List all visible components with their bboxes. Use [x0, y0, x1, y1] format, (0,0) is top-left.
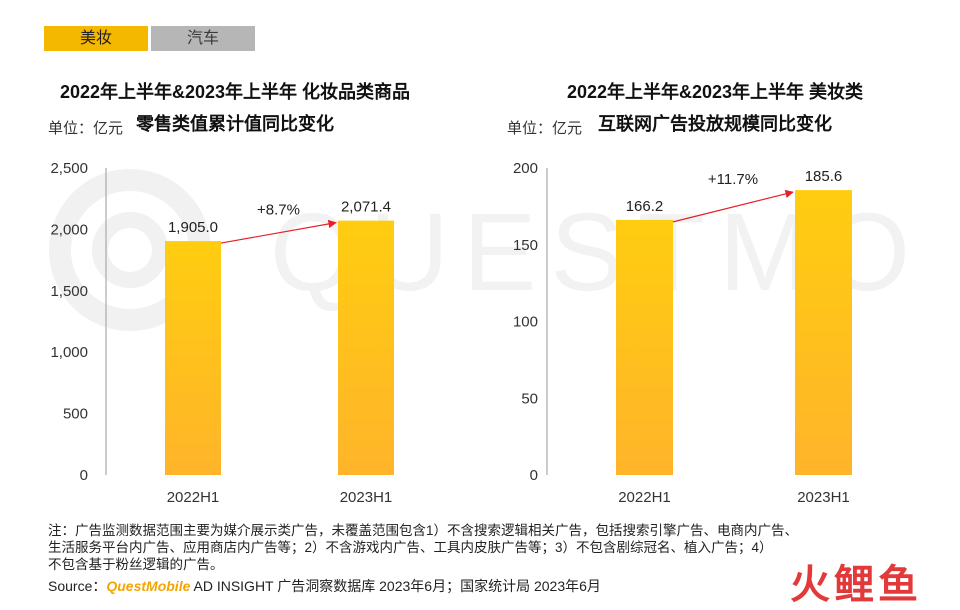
chart-title-line1: 2022年上半年&2023年上半年 化妆品类商品: [59, 82, 411, 102]
bar-2023H1: [795, 190, 852, 475]
questmobile-brand: QuestMobile: [106, 578, 191, 594]
source-prefix: Source：: [48, 578, 107, 594]
tab-auto[interactable]: 汽车: [151, 26, 255, 51]
x-tick-label: 2023H1: [797, 489, 850, 506]
y-tick-label: 50: [521, 390, 538, 407]
footnote: 注：广告监测数据范围主要为媒介展示类广告，未覆盖范围包含1）不含搜索逻辑相关广告…: [48, 522, 948, 573]
y-tick-label: 0: [80, 467, 88, 484]
data-label: 1,905.0: [168, 219, 218, 236]
svg-text:火鲤鱼: 火鲤鱼: [790, 562, 922, 606]
bar-2022H1: [616, 219, 673, 475]
bar-2023H1: [338, 220, 394, 475]
bar-2022H1: [165, 241, 221, 475]
growth-label: +8.7%: [257, 202, 300, 219]
x-tick-label: 2023H1: [340, 489, 393, 506]
y-tick-label: 100: [513, 314, 538, 331]
footnote-line: 注：广告监测数据范围主要为媒介展示类广告，未覆盖范围包含1）不含搜索逻辑相关广告…: [48, 523, 799, 538]
bar-chart-ads: 0 50 100 150 200 166.2 2022H1 185.6 2023H1 +11.7%: [513, 160, 852, 506]
tab-beauty[interactable]: 美妆: [44, 26, 148, 51]
chart-title-line1: 2022年上半年&2023年上半年 美妆类: [566, 82, 864, 102]
y-tick-label: 2,500: [50, 160, 88, 177]
bar-chart-retail: 0 500 1,000 1,500 2,000 2,500 1,905.0 2022H1 2,0…: [50, 160, 394, 506]
x-tick-label: 2022H1: [618, 489, 671, 506]
y-tick-label: 200: [513, 160, 538, 177]
y-tick-label: 500: [63, 406, 88, 423]
y-tick-label: 0: [530, 467, 538, 484]
growth-arrow: [672, 189, 794, 223]
y-tick-label: 2,000: [50, 221, 88, 238]
data-label: 185.6: [805, 168, 843, 185]
growth-arrow: [220, 219, 337, 244]
y-tick-label: 1,500: [50, 283, 88, 300]
source-line: Source：QuestMobile AD INSIGHT 广告洞察数据库 20…: [48, 576, 601, 596]
data-label: 166.2: [626, 198, 664, 215]
growth-label: +11.7%: [708, 171, 758, 188]
footnote-line: 不包含基于粉丝逻辑的广告。: [48, 557, 224, 572]
x-tick-label: 2022H1: [167, 489, 220, 506]
y-tick-label: 1,000: [50, 344, 88, 361]
chart-title-line2: 零售类值累计值同比变化: [136, 114, 334, 134]
data-label: 2,071.4: [341, 199, 391, 216]
chart-title-line2: 互联网广告投放规模同比变化: [598, 114, 832, 134]
source-text: AD INSIGHT 广告洞察数据库 2023年6月；国家统计局 2023年6月: [190, 578, 601, 594]
footnote-line: 生活服务平台内广告、应用商店内广告等；2）不含游戏内广告、工具内皮肤广告等；3）…: [48, 540, 773, 555]
category-tabs: 美妆 汽车: [44, 26, 255, 51]
huoliyu-logo: 火鲤鱼: [790, 562, 922, 606]
unit-label: 单位：亿元: [507, 120, 583, 137]
unit-label: 单位：亿元: [48, 120, 124, 137]
y-tick-label: 150: [513, 237, 538, 254]
